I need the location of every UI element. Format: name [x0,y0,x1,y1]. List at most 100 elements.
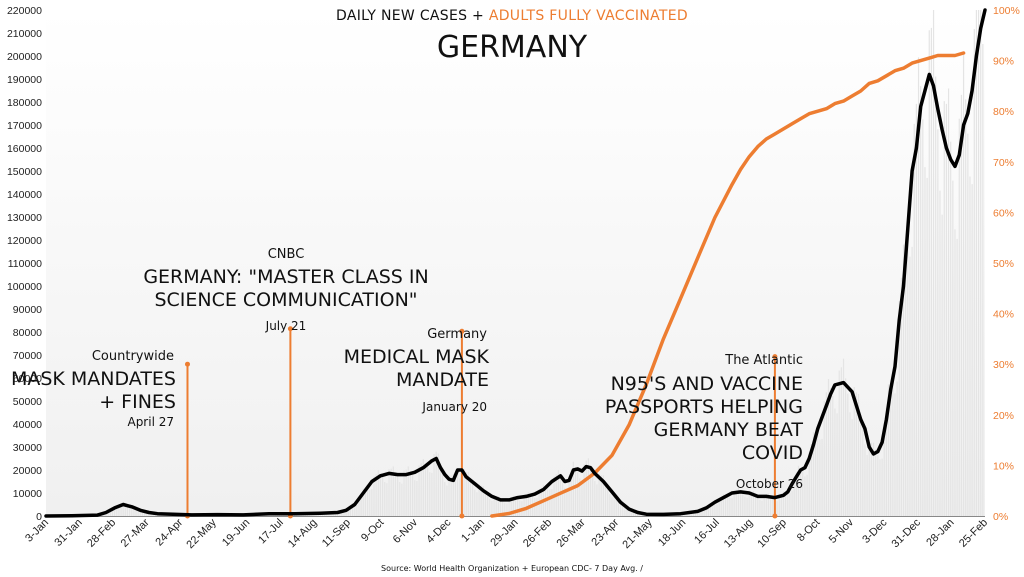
y-right-tick-label: 80% [993,106,1014,118]
y-right-tick-label: 50% [993,258,1014,270]
annotation-headline-line: GERMANY: "MASTER CLASS IN [143,266,429,288]
y-right-tick-label: 30% [993,359,1014,371]
chart-subtitle: GERMANY [436,30,588,65]
x-tick-label: 3-Dec [860,516,890,546]
annotation-date: April 27 [127,415,174,429]
annotation-headline-line: SCIENCE COMMUNICATION" [154,289,418,311]
chart-title-prefix: DAILY NEW CASES + [336,8,489,24]
x-tick-label: 26-Feb [521,517,554,550]
annotation-source: Countrywide [91,349,174,364]
x-tick-label: 31-Jan [52,517,84,549]
y-left-tick-label: 160000 [7,143,42,155]
x-tick-label: 10-Sep [755,517,789,551]
x-tick-label: 28-Jan [924,517,956,549]
x-tick-label: 13-Aug [722,517,756,551]
annotation-headline: MASK MANDATES + FINES [11,368,176,414]
annotation-headline-line: N95'S AND VACCINE [610,373,803,395]
x-tick-label: 5-Nov [827,516,857,546]
annotation-headline-line: MANDATE [395,369,489,391]
annotation-stem-dot [459,328,465,334]
y-left-tick-label: 140000 [7,189,42,201]
y-left-tick-label: 110000 [8,258,42,270]
annotation-date: October 26 [735,477,803,491]
y-left-tick-label: 180000 [7,97,42,109]
cases-line [44,8,987,518]
annotation-headline: N95'S AND VACCINE PASSPORTS HELPING GERM… [605,373,803,465]
annotation-headline-line: GERMANY BEAT [653,419,803,441]
annotation-headline-line: COVID [741,442,803,464]
annotation-source: Germany [427,327,487,342]
annotation-stem-dot [772,354,778,360]
x-tick-label: 29-Jan [488,517,520,549]
annotation-headline-line: MEDICAL MASK [343,346,489,368]
annotation-source: CNBC [267,247,305,262]
x-tick-label: 21-May [620,516,655,551]
y-right-tick-label: 90% [993,56,1014,68]
y-left-tick-label: 130000 [7,212,42,224]
y-left-tick-label: 220000 [7,5,42,17]
x-tick-label: 16-Jul [692,517,722,547]
annotation-headline-line: PASSPORTS HELPING [604,396,803,418]
y-left-tick-label: 100000 [7,281,42,293]
x-tick-label: 26-Mar [555,516,588,549]
annotation-stem-dot [287,326,293,332]
x-tick-label: 25-Feb [957,517,990,550]
y-left-tick-label: 40000 [13,419,42,431]
x-tick-label: 8-Oct [795,517,823,545]
annotation-headline: MEDICAL MASK MANDATE [344,346,489,392]
annotation-stem-dot [459,513,465,519]
x-tick-label: 23-Apr [589,516,621,548]
x-tick-label: 19-Jun [220,517,252,549]
y-left-tick-label: 50000 [13,396,42,408]
y-left-tick-label: 150000 [7,166,42,178]
vaccinated-line [490,51,966,518]
x-tick-label: 1-Jan [459,517,487,545]
x-tick-label: 11-Sep [320,517,353,550]
y-left-tick-label: 80000 [13,327,42,339]
y-right-tick-label: 60% [993,207,1014,219]
x-tick-label: 28-Feb [85,517,118,550]
x-tick-label: 17-Jul [256,517,286,547]
x-tick-label: 3-Jan [23,517,51,545]
x-tick-label: 14-Aug [286,517,320,551]
annotation-stem-dot [184,361,190,367]
y-right-tick-label: 40% [993,309,1014,321]
x-tick-label: 31-Dec [889,516,923,550]
x-tick-label: 22-May [184,516,219,551]
y-right-tick-label: 20% [993,410,1014,422]
x-tick-label: 27-Mar [119,516,152,549]
y-left-tick-label: 210000 [7,28,42,40]
y-left-tick-label: 170000 [7,120,42,132]
annotation-headline-line: + FINES [99,391,176,413]
y-left-tick-label: 200000 [7,51,42,63]
y-left-tick-label: 70000 [13,350,42,362]
chart-title: DAILY NEW CASES + ADULTS FULLY VACCINATE… [0,8,1024,24]
x-tick-label: 9-Oct [359,517,387,545]
y-left-tick-label: 60000 [13,373,42,385]
x-tick-label: 24-Apr [153,516,185,548]
y-left-tick-label: 10000 [13,488,42,500]
y-left-tick-label: 190000 [7,74,42,86]
source-note: Source: World Health Organization + Euro… [381,564,643,573]
y-right-tick-label: 0% [993,511,1008,523]
annotation-date: July 21 [265,319,307,333]
y-left-tick-label: 0 [36,511,42,523]
x-tick-label: 18-Jun [656,517,688,549]
annotation-headline: GERMANY: "MASTER CLASS IN SCIENCE COMMUN… [86,266,486,312]
annotation-headline-line: MASK MANDATES [10,368,176,390]
y-left-tick-label: 120000 [7,235,42,247]
y-left-tick-label: 30000 [13,442,42,454]
y-right-tick-label: 70% [993,157,1014,169]
annotation-stem-dot [772,513,778,519]
annotation-source: The Atlantic [725,353,803,368]
annotation-date: January 20 [422,400,487,414]
x-tick-label: 6-Nov [391,516,421,546]
y-left-tick-label: 90000 [13,304,42,316]
y-left-tick-label: 20000 [13,465,42,477]
y-right-tick-label: 10% [993,460,1014,472]
chart-title-highlight: ADULTS FULLY VACCINATED [488,8,688,24]
x-tick-label: 4-Dec [424,516,454,546]
y-right-tick-label: 100% [993,5,1020,17]
